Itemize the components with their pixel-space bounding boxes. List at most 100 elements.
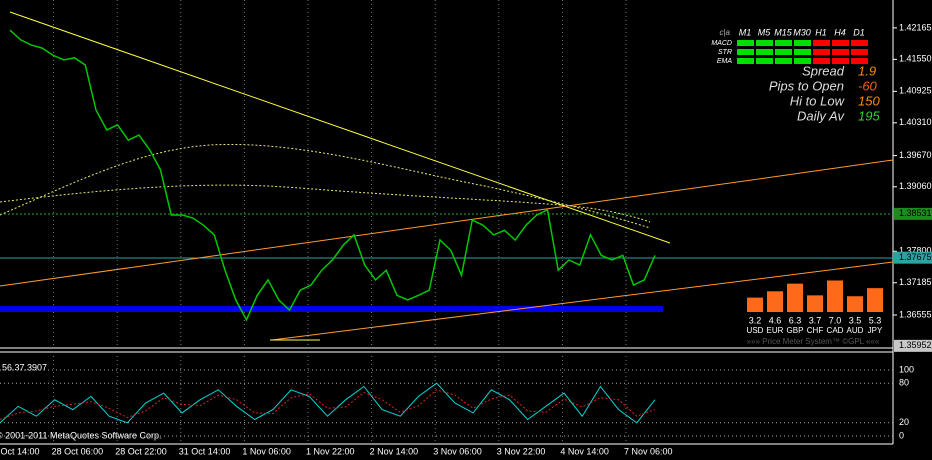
meter-value: 3.7 <box>809 315 822 325</box>
signal-cell <box>832 58 849 64</box>
x-tick-label: 7 Nov 06:00 <box>624 446 673 456</box>
signal-cell <box>832 49 849 55</box>
price-marker-label: 1.35952 <box>899 340 932 350</box>
meter-bar <box>787 283 803 312</box>
y-tick-label: 100 <box>899 364 914 374</box>
oscillator: 56.37.3907 100 80 20 0 © 2001-2011 MetaQuotes… <box>0 362 914 440</box>
timeframe-label: M5 <box>758 27 771 37</box>
x-tick-label: 28 Oct 06:00 <box>52 446 104 456</box>
meter-bar <box>847 296 863 312</box>
meter-value: 3.5 <box>849 315 862 325</box>
channel-line <box>271 261 894 341</box>
stat-label: Daily Av <box>797 108 845 123</box>
signal-cell <box>737 49 754 55</box>
timeframe-label: H4 <box>834 27 846 37</box>
price-marker <box>894 339 932 352</box>
signal-cell <box>756 58 773 64</box>
signal-cell <box>813 40 830 46</box>
stat-value: 1.9 <box>858 63 876 78</box>
timeframe-label: M1 <box>739 27 752 37</box>
y-tick-label: 20 <box>899 417 909 427</box>
meter-bar <box>867 288 883 312</box>
y-tick-label: 1.36555 <box>899 309 932 319</box>
signal-cell <box>851 58 868 64</box>
signal-panel: c|a M1 M5 M15 M30 H1 H4 D1 MACD STR EMA Spread 1.9 Pi… <box>711 27 880 123</box>
price-marker-label: 1.38531 <box>899 208 932 218</box>
signal-cell <box>794 40 811 46</box>
moving-average <box>0 143 651 229</box>
row-label: MACD <box>711 40 732 47</box>
y-tick-label: 1.40925 <box>899 86 932 96</box>
y-tick-label: 1.41550 <box>899 54 932 64</box>
meter-bar <box>807 295 823 312</box>
signal-cell <box>756 49 773 55</box>
signal-cell <box>737 40 754 46</box>
signal-cell <box>851 49 868 55</box>
currency-label: JPY <box>868 326 883 335</box>
x-tick-label: 27 Oct 14:00 <box>0 446 40 456</box>
channel-line <box>0 159 894 287</box>
x-tick-label: 3 Nov 22:00 <box>497 446 546 456</box>
currency-label: USD <box>747 326 764 335</box>
y-tick-label: 1.40310 <box>899 117 932 127</box>
meter-value: 7.0 <box>829 315 842 325</box>
y-tick-label: 0 <box>899 430 904 440</box>
timeframe-label: H1 <box>815 27 827 37</box>
currency-label: GBP <box>787 326 804 335</box>
meter-value: 6.3 <box>789 315 802 325</box>
x-tick-label: 4 Nov 14:00 <box>560 446 609 456</box>
signal-cell <box>794 58 811 64</box>
y-tick-label: 1.39670 <box>899 150 932 160</box>
oscillator-line <box>0 382 656 424</box>
signal-cell <box>775 58 792 64</box>
y-tick-label: 80 <box>899 378 909 388</box>
stat-value: -60 <box>858 78 878 93</box>
currency-label: CHF <box>807 326 824 335</box>
signal-cell <box>775 49 792 55</box>
signal-cell <box>832 40 849 46</box>
trend-line <box>9 11 671 244</box>
meter-caption: »»» Price Meter System™ ©GPL ««« <box>747 337 880 346</box>
copyright: © 2001-2011 MetaQuotes Software Corp. <box>0 430 162 440</box>
stat-value: 195 <box>858 108 880 123</box>
price-marker-label: 1.37675 <box>899 252 932 262</box>
grid <box>53 0 627 444</box>
meter-bar <box>767 291 783 312</box>
y-tick-label: 1.37185 <box>899 277 932 287</box>
stat-label: Pips to Open <box>769 78 844 93</box>
row-label: STR <box>718 49 732 56</box>
timeframe-label: D1 <box>853 27 865 37</box>
y-tick-label: 1.39060 <box>899 181 932 191</box>
x-tick-label: 1 Nov 22:00 <box>306 446 355 456</box>
x-tick-label: 3 Nov 06:00 <box>433 446 482 456</box>
x-tick-label: 1 Nov 06:00 <box>242 446 291 456</box>
signal-cell <box>737 58 754 64</box>
y-tick-label: 1.42165 <box>899 22 932 32</box>
corner-label: c|a <box>719 28 730 37</box>
oscillator-line <box>0 389 656 420</box>
price-marker <box>894 207 932 220</box>
signal-cell <box>775 40 792 46</box>
signal-cell <box>756 40 773 46</box>
stat-label: Spread <box>802 63 845 78</box>
y-tick-label: 1.37800 <box>899 246 932 256</box>
meter-value: 4.6 <box>769 315 782 325</box>
meter-value: 3.2 <box>749 315 762 325</box>
price-series <box>9 29 656 322</box>
currency-label: AUD <box>847 326 864 335</box>
row-label: EMA <box>717 58 733 65</box>
meter-bar <box>747 297 763 312</box>
stat-label: Hi to Low <box>790 93 846 108</box>
price-marker <box>894 251 932 264</box>
timeframe-label: M30 <box>793 27 811 37</box>
meter-bar <box>827 280 843 312</box>
signal-cell <box>813 58 830 64</box>
x-tick-label: 31 Oct 14:00 <box>179 446 231 456</box>
signal-cell <box>813 49 830 55</box>
stat-value: 150 <box>858 93 880 108</box>
signal-cell <box>851 40 868 46</box>
x-tick-label: 2 Nov 14:00 <box>370 446 419 456</box>
price-line <box>9 29 656 322</box>
